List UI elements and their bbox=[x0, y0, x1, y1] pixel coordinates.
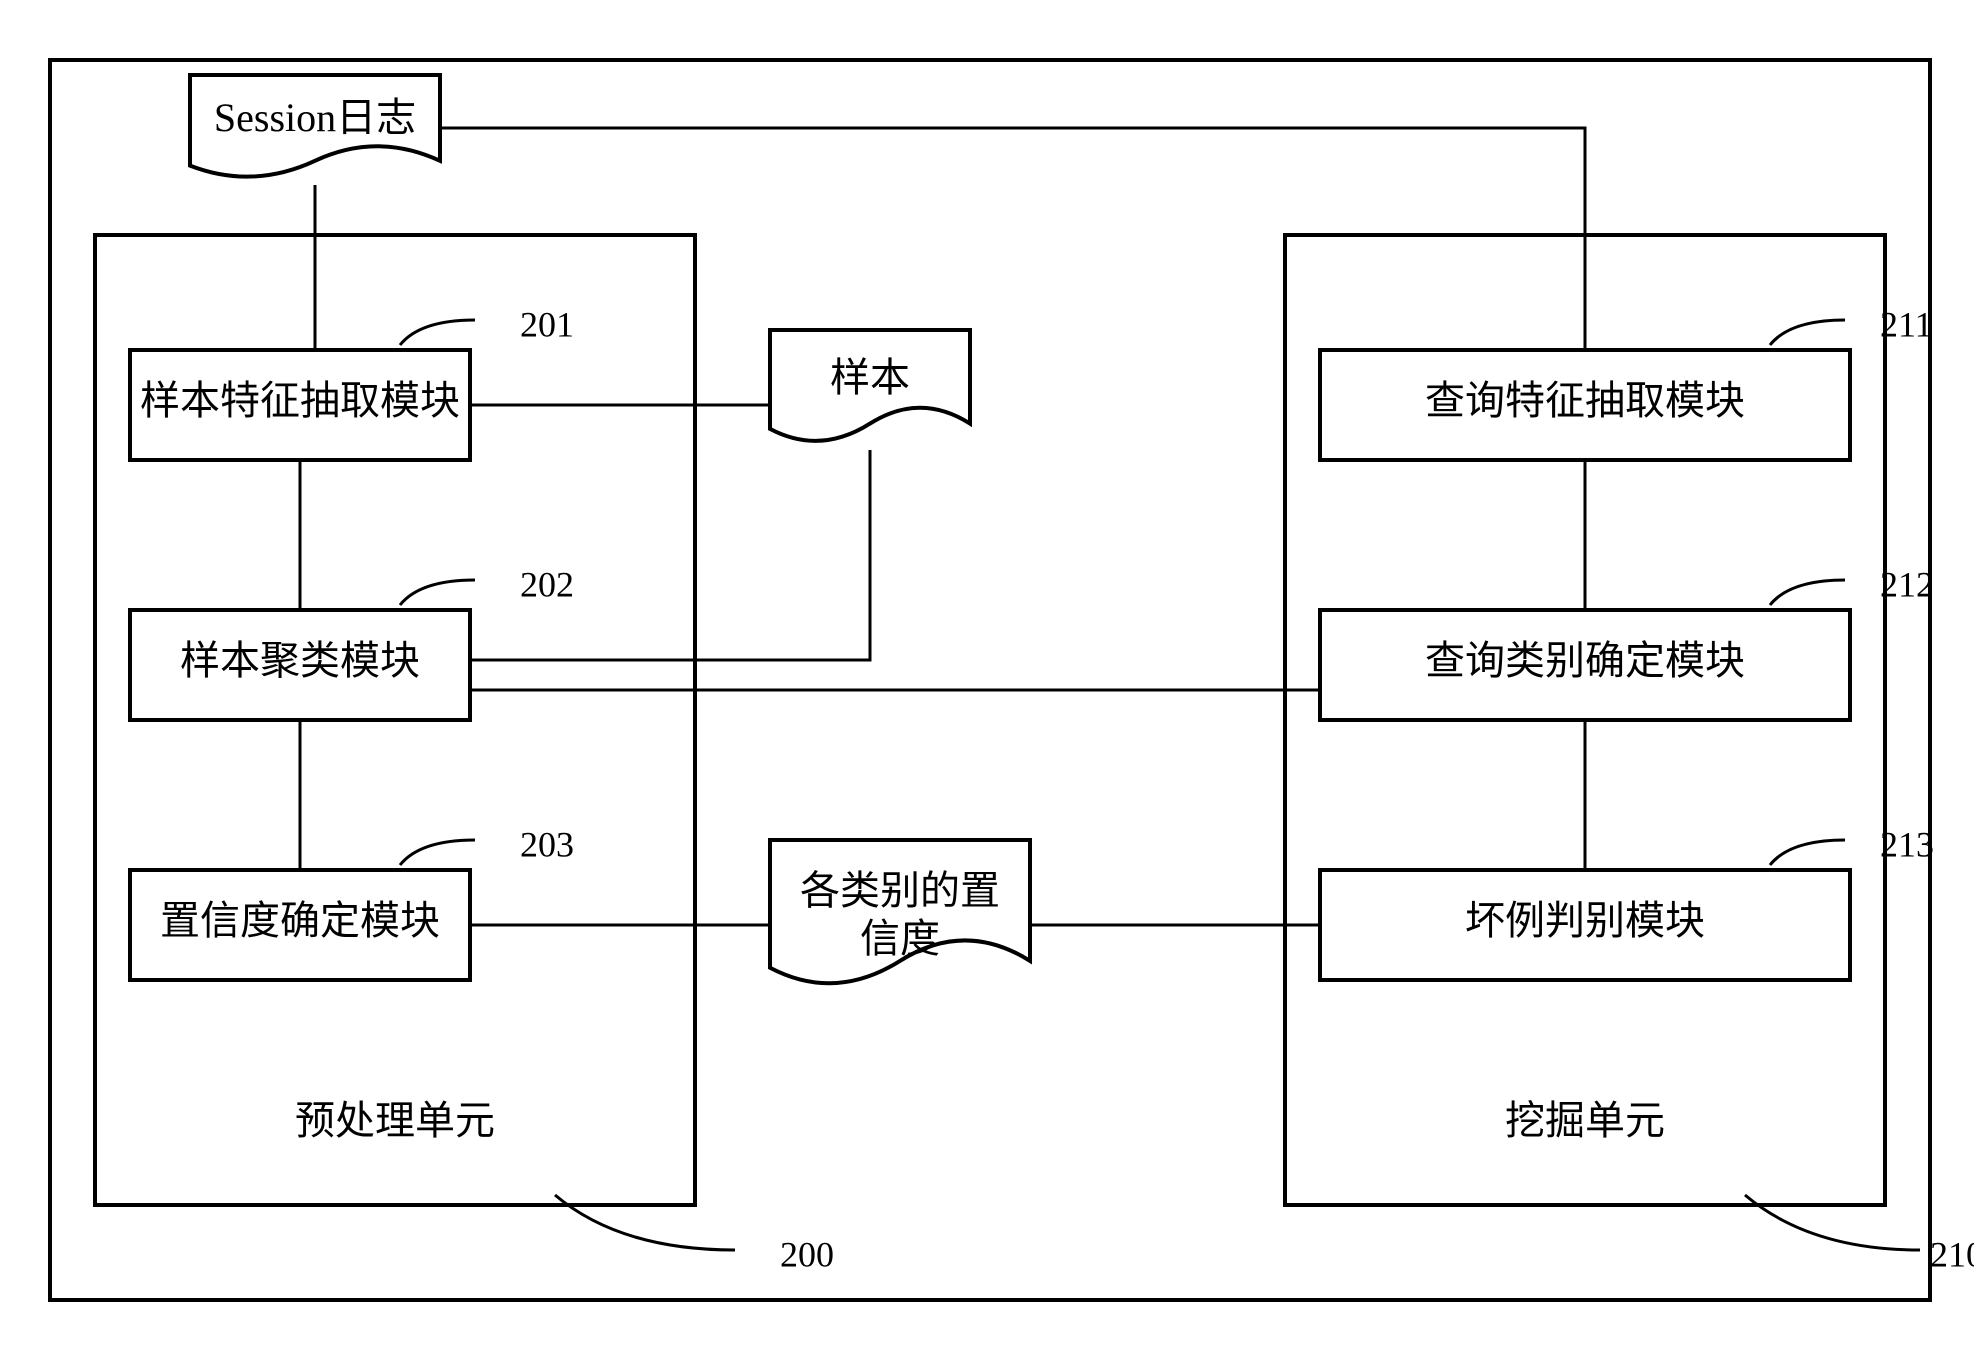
right-module-1-leader bbox=[1770, 580, 1845, 605]
connector-4 bbox=[470, 450, 870, 660]
mining-unit-number: 210 bbox=[1930, 1234, 1974, 1274]
left-module-1-leader bbox=[400, 580, 475, 605]
mining-unit-label: 挖掘单元 bbox=[1505, 1098, 1665, 1143]
left-module-1-label: 样本聚类模块 bbox=[180, 638, 420, 683]
right-module-1-number: 212 bbox=[1880, 564, 1934, 604]
right-module-0-leader bbox=[1770, 320, 1845, 345]
right-module-2-number: 213 bbox=[1880, 824, 1934, 864]
preprocess-unit-number: 200 bbox=[780, 1234, 834, 1274]
right-module-2-label: 坏例判别模块 bbox=[1465, 898, 1705, 943]
right-module-0-number: 211 bbox=[1880, 304, 1933, 344]
right-module-2-leader bbox=[1770, 840, 1845, 865]
doc-sample-label: 样本 bbox=[830, 355, 910, 400]
connector-8 bbox=[440, 128, 1585, 350]
left-module-0-label: 样本特征抽取模块 bbox=[140, 378, 460, 423]
doc-conf-label-0: 各类别的置 bbox=[800, 868, 1000, 913]
left-module-1-number: 202 bbox=[520, 564, 574, 604]
doc-conf-label-1: 信度 bbox=[860, 916, 940, 961]
left-module-2-leader bbox=[400, 840, 475, 865]
left-module-0-leader bbox=[400, 320, 475, 345]
preprocess-unit-label: 预处理单元 bbox=[295, 1098, 495, 1143]
doc-session-label: Session日志 bbox=[214, 95, 416, 140]
right-module-0-label: 查询特征抽取模块 bbox=[1425, 378, 1745, 423]
left-module-2-label: 置信度确定模块 bbox=[160, 898, 440, 943]
left-module-0-number: 201 bbox=[520, 304, 574, 344]
right-module-1-label: 查询类别确定模块 bbox=[1425, 638, 1745, 683]
left-module-2-number: 203 bbox=[520, 824, 574, 864]
